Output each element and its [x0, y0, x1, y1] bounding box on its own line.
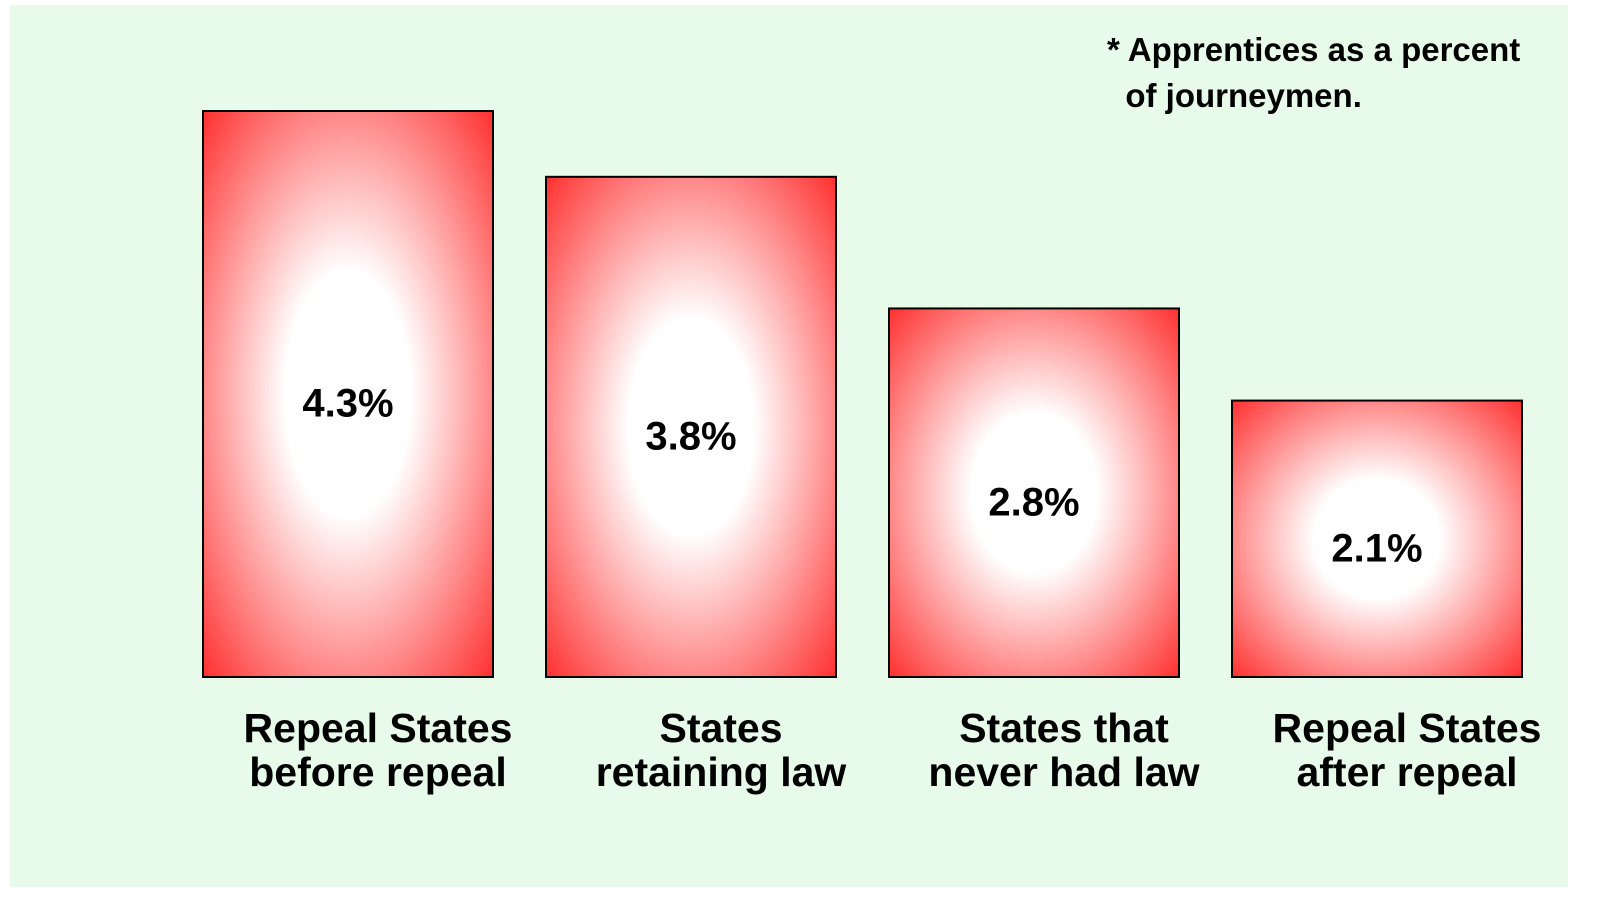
value-label: 2.8%: [988, 480, 1079, 524]
x-tick-label: Repeal States after repeal: [1272, 705, 1542, 795]
bar: [202, 110, 494, 678]
bar: [1231, 399, 1523, 678]
annotation: * Apprentices as a percent of journeymen…: [1107, 31, 1521, 114]
x-tick-label: States that never had law: [928, 705, 1200, 795]
value-label: 4.3%: [302, 382, 393, 426]
value-label: 2.1%: [1331, 526, 1422, 570]
value-label: 3.8%: [645, 414, 736, 458]
x-tick-label: Repeal States before repeal: [243, 705, 513, 795]
bar: [545, 175, 837, 678]
x-tick-label: States retaining law: [595, 705, 847, 795]
bar: [888, 307, 1180, 678]
